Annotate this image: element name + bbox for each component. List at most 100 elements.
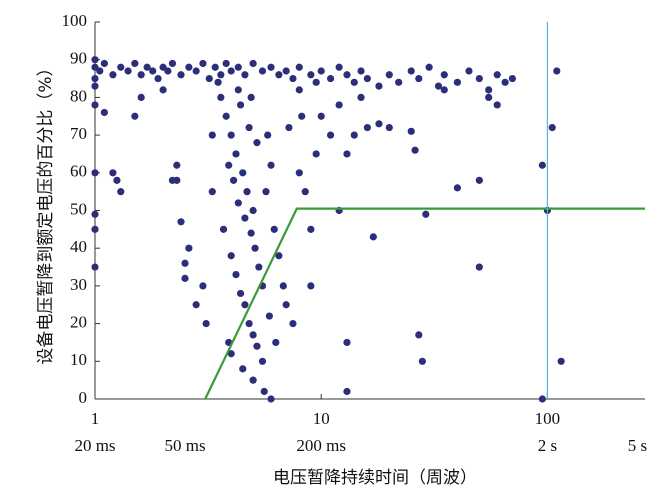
point	[415, 74, 423, 83]
x-tick-label-secondary: 200 ms	[296, 436, 346, 455]
point	[96, 67, 104, 75]
point	[375, 82, 383, 90]
y-tick-label: 40	[70, 237, 87, 256]
point	[185, 244, 193, 252]
y-tick-label: 20	[70, 313, 87, 332]
point	[192, 301, 200, 309]
point	[363, 74, 371, 83]
point	[243, 188, 251, 196]
point	[425, 63, 433, 71]
y-tick-label: 70	[70, 124, 87, 143]
point	[173, 161, 181, 169]
x-tick-label: 1	[91, 409, 100, 428]
x-tick-label-secondary: 5 s	[628, 436, 647, 455]
point	[234, 199, 242, 207]
y-tick-label: 90	[70, 49, 87, 68]
point	[117, 63, 125, 71]
point	[149, 67, 157, 75]
point	[357, 93, 365, 101]
point	[236, 101, 245, 109]
point	[192, 67, 200, 75]
point	[232, 150, 240, 158]
point	[407, 127, 415, 135]
point	[307, 282, 315, 290]
point	[91, 169, 99, 177]
point	[239, 365, 247, 373]
point	[217, 71, 225, 79]
point	[422, 210, 430, 218]
point	[285, 123, 293, 132]
point	[508, 74, 516, 83]
point	[208, 131, 216, 139]
point	[100, 59, 108, 68]
point	[453, 184, 462, 192]
point	[440, 71, 448, 79]
point	[289, 320, 297, 328]
point	[265, 312, 273, 320]
point	[177, 71, 185, 79]
point	[117, 188, 125, 196]
point	[109, 169, 117, 177]
point	[260, 387, 268, 396]
point	[241, 71, 249, 79]
point	[131, 59, 139, 68]
point	[253, 342, 261, 350]
point	[475, 74, 483, 83]
point	[267, 63, 275, 71]
point	[91, 225, 99, 233]
point	[465, 67, 473, 75]
point	[343, 150, 351, 158]
point	[211, 63, 219, 71]
point	[137, 93, 145, 101]
point	[202, 320, 210, 328]
y-tick-label: 10	[70, 350, 87, 369]
point	[227, 131, 235, 139]
point	[91, 101, 99, 109]
point	[219, 225, 228, 233]
point	[275, 71, 283, 79]
point	[227, 67, 235, 75]
point	[375, 120, 383, 128]
reference-line	[204, 207, 645, 400]
point	[295, 169, 303, 177]
point	[230, 176, 238, 184]
point	[485, 93, 493, 101]
point	[475, 176, 483, 184]
point	[289, 74, 297, 83]
point	[234, 86, 242, 94]
x-tick-label: 10	[313, 409, 330, 428]
point	[557, 357, 565, 365]
point	[272, 338, 280, 347]
point	[548, 123, 556, 132]
point	[239, 169, 247, 177]
point	[164, 67, 172, 75]
point	[264, 131, 272, 139]
point	[411, 146, 419, 154]
point	[258, 67, 267, 75]
point	[236, 289, 245, 298]
y-tick-label: 100	[62, 11, 88, 30]
point	[251, 244, 259, 252]
point	[247, 229, 255, 237]
point	[343, 338, 351, 347]
point	[267, 395, 275, 403]
point	[440, 86, 448, 94]
point	[255, 263, 263, 271]
point	[298, 112, 306, 120]
point	[270, 225, 278, 233]
point	[91, 56, 99, 64]
point	[181, 274, 189, 282]
y-tick-label: 80	[70, 86, 87, 105]
point	[335, 63, 343, 71]
point	[249, 206, 257, 215]
point	[385, 71, 393, 79]
point	[312, 150, 320, 158]
point	[538, 161, 546, 169]
point	[205, 74, 213, 83]
point	[168, 176, 177, 184]
point	[501, 78, 509, 86]
point	[258, 357, 267, 365]
point	[295, 86, 303, 94]
point	[493, 101, 501, 109]
point	[385, 123, 393, 132]
